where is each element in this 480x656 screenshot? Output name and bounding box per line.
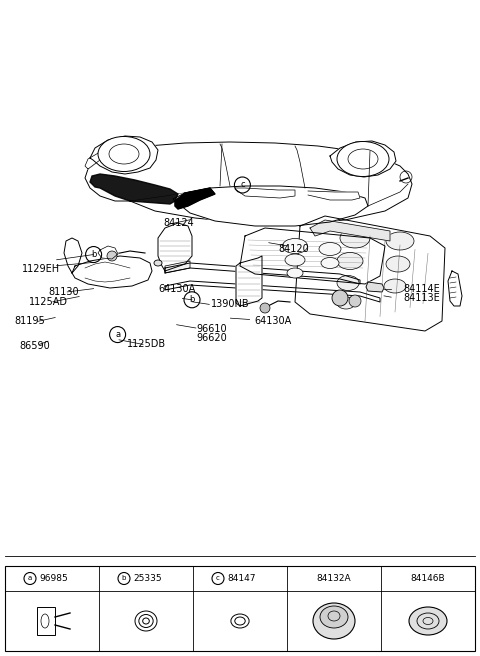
Polygon shape [90,136,158,174]
Polygon shape [90,174,178,204]
Text: 96610: 96610 [197,324,228,335]
Text: 64130A: 64130A [254,316,292,327]
Text: 81130: 81130 [48,287,79,297]
Text: a: a [28,575,32,581]
Circle shape [332,290,348,306]
Ellipse shape [340,228,370,248]
Text: 1125AD: 1125AD [29,297,68,307]
Circle shape [260,303,270,313]
Polygon shape [236,256,262,306]
Polygon shape [175,188,215,209]
Text: 1390NB: 1390NB [211,299,250,310]
Ellipse shape [285,254,305,266]
Text: 96985: 96985 [40,574,68,583]
Polygon shape [158,223,192,271]
Ellipse shape [154,260,162,266]
Text: 81195: 81195 [14,316,45,327]
Ellipse shape [409,607,447,635]
Ellipse shape [337,142,389,176]
Text: 84146B: 84146B [411,574,445,583]
Text: 84124: 84124 [163,218,194,228]
Ellipse shape [384,279,406,293]
Text: c: c [240,180,245,190]
Polygon shape [173,186,368,226]
Polygon shape [310,220,390,241]
Text: b: b [91,250,96,259]
Polygon shape [235,188,295,198]
Ellipse shape [313,603,355,639]
Ellipse shape [98,136,150,171]
Circle shape [107,251,117,261]
Text: 84113E: 84113E [403,293,440,303]
Text: b: b [122,575,126,581]
Polygon shape [165,261,190,273]
Ellipse shape [287,268,303,278]
Polygon shape [240,228,385,284]
Polygon shape [308,191,360,200]
Polygon shape [330,141,396,177]
Text: 86590: 86590 [19,341,50,352]
Text: b: b [189,295,195,304]
Text: c: c [216,575,220,581]
Polygon shape [72,256,152,288]
Ellipse shape [321,258,339,268]
Ellipse shape [319,243,341,255]
Text: 84132A: 84132A [317,574,351,583]
Polygon shape [448,271,462,306]
Text: 84120: 84120 [278,244,309,255]
Polygon shape [85,142,412,224]
Polygon shape [85,146,130,169]
Ellipse shape [337,276,359,291]
Polygon shape [295,216,445,331]
Text: 84147: 84147 [228,574,256,583]
Bar [37,607,55,635]
Polygon shape [165,281,380,302]
Text: 64130A: 64130A [158,283,196,294]
Ellipse shape [320,606,348,628]
Text: 96620: 96620 [197,333,228,344]
Ellipse shape [386,256,410,272]
Bar [5,566,475,651]
Text: 84114E: 84114E [403,283,440,294]
Text: 25335: 25335 [134,574,162,583]
Text: 1129EH: 1129EH [22,264,60,274]
Ellipse shape [337,253,363,270]
Text: a: a [115,330,120,339]
Ellipse shape [337,297,355,309]
Polygon shape [366,282,384,292]
Text: 1125DB: 1125DB [127,339,167,350]
Ellipse shape [283,239,308,253]
Ellipse shape [386,232,414,250]
Polygon shape [64,238,82,273]
Polygon shape [98,246,118,259]
Circle shape [349,295,361,307]
Polygon shape [165,263,360,284]
